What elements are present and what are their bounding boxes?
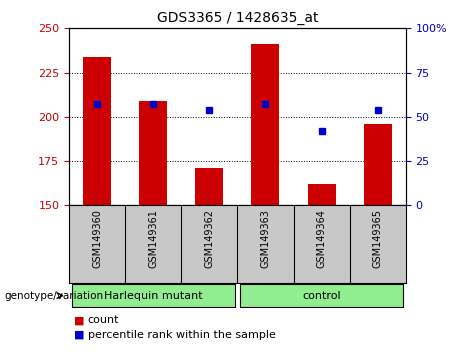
Bar [307, 184, 336, 205]
Text: GSM149360: GSM149360 [92, 209, 102, 268]
Text: GSM149361: GSM149361 [148, 209, 158, 268]
Bar [139, 101, 167, 205]
Bar [240, 285, 403, 307]
Title: GDS3365 / 1428635_at: GDS3365 / 1428635_at [157, 11, 318, 24]
Text: percentile rank within the sample: percentile rank within the sample [88, 330, 276, 339]
Text: GSM149363: GSM149363 [260, 209, 271, 268]
Text: GSM149364: GSM149364 [317, 209, 326, 268]
Text: ■: ■ [74, 330, 84, 339]
Bar [364, 124, 392, 205]
Bar [72, 285, 235, 307]
Text: count: count [88, 315, 119, 325]
Text: GSM149365: GSM149365 [372, 209, 383, 268]
Bar [251, 44, 279, 205]
Text: genotype/variation: genotype/variation [5, 291, 104, 301]
Text: GSM149362: GSM149362 [204, 209, 214, 268]
Bar [83, 57, 111, 205]
Bar [195, 168, 224, 205]
Text: control: control [302, 291, 341, 301]
Text: Harlequin mutant: Harlequin mutant [104, 291, 202, 301]
Text: ■: ■ [74, 315, 84, 325]
